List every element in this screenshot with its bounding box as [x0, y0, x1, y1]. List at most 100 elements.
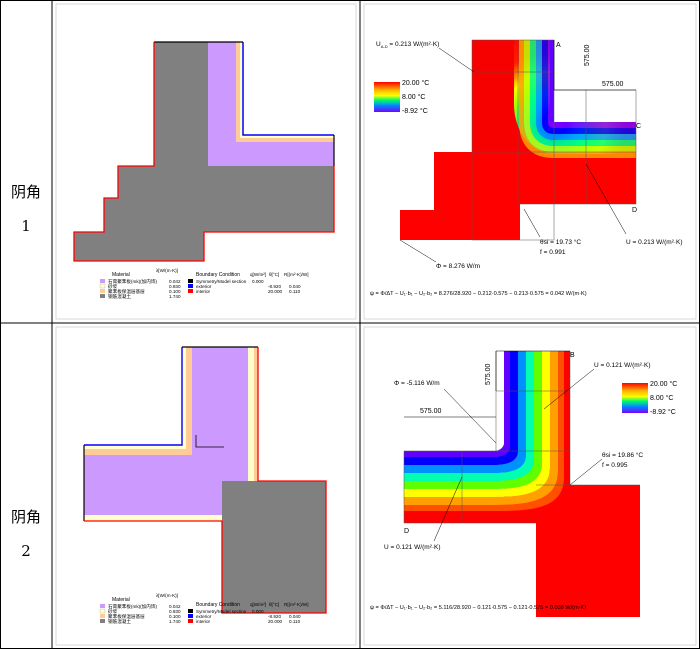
insulation-layer	[84, 347, 248, 515]
theta-header: θ[°C]	[269, 272, 279, 277]
material-3-lambda: 0.100	[169, 289, 181, 294]
point-a: A	[556, 42, 561, 49]
bc-2-r: 0.040	[289, 614, 301, 619]
dim-v-label: 575.00	[584, 44, 591, 66]
temperature-gradient-corner	[404, 351, 564, 511]
row2-geometry-model: λ[W/(m·K)] Material 石膏聚苯板(mk)(加内饰) 0.042…	[83, 346, 327, 625]
temperature-legend-bar	[622, 383, 648, 413]
material-3-name: 聚苯板保温层基层	[108, 613, 145, 620]
bc-2-theta: -8.920	[268, 614, 281, 619]
u-bottom-label: U = 0.121 W/(m²·K)	[384, 544, 441, 551]
dim-v-label: 575.00	[485, 363, 492, 385]
bc-1-q: 0.000	[252, 279, 264, 284]
row1-label-text: 阴角	[10, 183, 41, 201]
point-d: D	[404, 528, 409, 535]
row2-temperature-field: 575.00 575.00 B D Φ = -5.116 W/m U = 0.1…	[370, 350, 677, 617]
dim-h-label: 575.00	[602, 81, 624, 88]
material-1-lambda: 0.042	[169, 604, 181, 609]
dimension-horizontal: 575.00	[554, 81, 636, 91]
exterior-boundary	[242, 42, 334, 136]
exterior-boundary	[84, 347, 183, 446]
theta-si-label: θsi = 19.86 °C	[602, 451, 643, 459]
q-header: q[W/m²]	[250, 602, 266, 607]
legend-max: 20.00 °C	[402, 79, 429, 87]
row2-label-number: 2	[21, 542, 31, 560]
interior-boundary	[84, 347, 327, 614]
row2-label-text: 阴角	[10, 508, 41, 526]
bc-header: Boundary Condition	[196, 602, 240, 608]
material-3-name: 聚苯板保温层基层	[108, 288, 145, 295]
base-layer	[84, 347, 186, 449]
material-2-lambda: 0.930	[169, 284, 181, 289]
dim-h-label: 575.00	[420, 408, 442, 415]
u-ad-label: UA-D = 0.213 W/(m²·K)	[376, 41, 439, 49]
base-layer	[240, 42, 334, 138]
legend-mid: 8.00 °C	[650, 394, 673, 402]
material-header: Material	[112, 272, 130, 278]
bc-1-name: Symmetry/Model section	[196, 609, 247, 614]
bc-3-r: 0.110	[289, 619, 301, 624]
f-rsi-label: f = 0.995	[602, 462, 628, 469]
material-2-lambda: 0.930	[169, 609, 181, 614]
bc-3-name: interior	[196, 619, 211, 624]
concrete-wall	[74, 42, 334, 261]
legend-mid: 8.00 °C	[402, 93, 425, 101]
lambda-header: λ[W/(m·K)]	[156, 268, 178, 273]
bc-1-name: Symmetry/Model section	[196, 279, 247, 284]
material-4-name: 钢筋混凝土	[108, 618, 131, 625]
row1-label-number: 1	[21, 217, 31, 235]
f-rsi-label: f = 0.991	[540, 249, 566, 256]
lambda-header: λ[W/(m·K)]	[156, 593, 178, 598]
bc-3-theta: 20.000	[268, 289, 282, 294]
insulation-layer	[208, 42, 334, 166]
material-4-lambda: 1.740	[169, 294, 181, 299]
psi-formula: ψ = Φ/ΔT − U₁·b₁ − U₂·b₂ = 5.116/28.920 …	[370, 605, 586, 611]
u-right-label: U = 0.213 W/(m²·K)	[626, 239, 683, 246]
bc-3-name: interior	[196, 289, 211, 294]
theta-si-label: θsi = 19.73 °C	[540, 238, 581, 246]
interior-boundary	[73, 42, 335, 262]
material-legend: λ[W/(m·K)] Material 石膏聚苯板(mk)(加内饰) 0.042…	[99, 268, 309, 300]
r-header: R[(m²·K)/W]	[284, 602, 309, 607]
temperature-legend-bar	[374, 82, 400, 112]
phi-label: Φ = 8.276 W/m	[436, 263, 480, 270]
legend-max: 20.00 °C	[650, 380, 677, 388]
row1-label: 阴角 1	[0, 175, 52, 243]
theta-header: θ[°C]	[269, 602, 279, 607]
material-3-lambda: 0.100	[169, 614, 181, 619]
point-c: C	[636, 123, 641, 130]
bc-2-name: exterior	[196, 284, 212, 289]
row2-label: 阴角 2	[0, 500, 52, 568]
legend-min: -8.92 °C	[402, 107, 428, 115]
phi-label: Φ = -5.116 W/m	[394, 380, 440, 387]
bc-3-theta: 20.000	[268, 619, 282, 624]
r-header: R[(m²·K)/W]	[284, 272, 309, 277]
material-4-lambda: 1.740	[169, 619, 181, 624]
q-header: q[W/m²]	[250, 272, 266, 277]
material-header: Material	[112, 597, 130, 603]
bc-header: Boundary Condition	[196, 272, 240, 278]
row1-geometry-model: λ[W/(m·K)] Material 石膏聚苯板(mk)(加内饰) 0.042…	[73, 41, 335, 300]
dimension-vertical: 575.00	[553, 40, 591, 90]
material-legend: λ[W/(m·K)] Material 石膏聚苯板(mk)(加内饰) 0.042…	[99, 593, 309, 625]
material-4-name: 钢筋混凝土	[108, 293, 131, 300]
concrete-column	[222, 481, 326, 613]
material-1-name: 石膏聚苯板(mk)(加内饰)	[108, 278, 157, 285]
bc-1-q: 0.000	[252, 609, 264, 614]
material-1-lambda: 0.042	[169, 279, 181, 284]
bc-3-r: 0.110	[289, 289, 301, 294]
mortar-layer	[84, 347, 192, 455]
material-2-name: 砂浆	[108, 608, 118, 615]
point-d: D	[632, 207, 637, 214]
legend-min: -8.92 °C	[650, 408, 676, 416]
bc-2-r: 0.040	[289, 284, 301, 289]
bc-2-theta: -8.920	[268, 284, 281, 289]
u-top-label: U = 0.121 W/(m²·K)	[594, 362, 651, 369]
point-b: B	[570, 352, 575, 359]
row1-temperature-field: 575.00 575.00 A C D 20.00 °C 8.00 °C -8.…	[370, 39, 683, 297]
mortar-layer	[236, 42, 334, 142]
material-2-name: 砂浆	[108, 283, 118, 290]
bc-2-name: exterior	[196, 614, 212, 619]
material-1-name: 石膏聚苯板(mk)(加内饰)	[108, 603, 157, 610]
psi-formula: ψ = Φ/ΔT − U₁·b₁ − U₂·b₂ = 8.276/28.920 …	[370, 291, 587, 297]
